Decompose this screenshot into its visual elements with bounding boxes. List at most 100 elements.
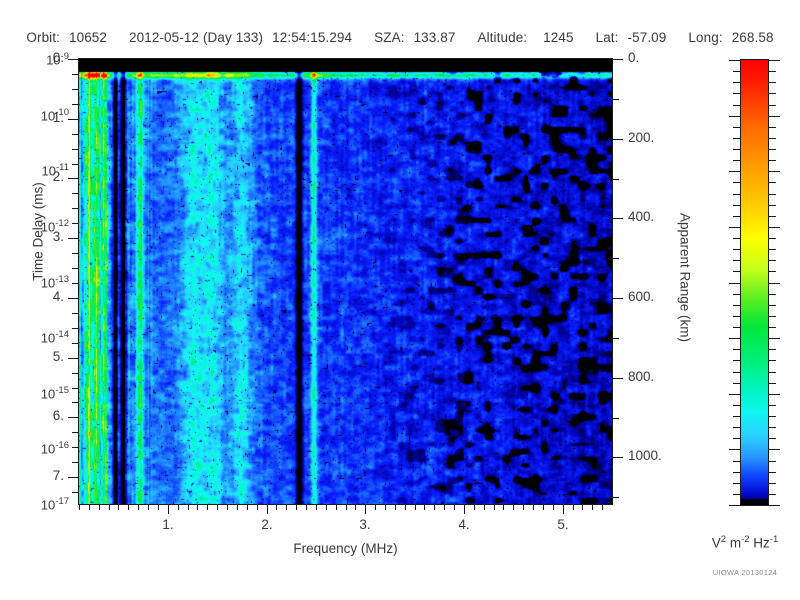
colorbar-minor-tick-left (733, 238, 740, 239)
x-axis-minor-tick (247, 505, 248, 510)
colorbar-unit-label: V2 m-2 Hz-1 (690, 534, 800, 551)
colorbar-tick-label: 10-17 (41, 496, 69, 512)
colorbar-major-tick-left (729, 283, 740, 284)
colorbar-minor-tick-right (769, 260, 776, 261)
unit-volt: V (711, 535, 721, 551)
y-axis-minor-tick-left (72, 89, 78, 90)
colorbar-label-mantissa: 10 (40, 330, 56, 346)
colorbar-minor-tick-left (733, 216, 740, 217)
colorbar-major-tick-right (769, 171, 780, 172)
sza-label: SZA: (374, 30, 405, 45)
colorbar-minor-tick-right (769, 360, 776, 361)
colorbar-major-tick-left (729, 338, 740, 339)
y-axis-minor-tick-left (72, 268, 78, 269)
y-axis-minor-tick-left (72, 447, 78, 448)
colorbar-label-mantissa: 10 (40, 386, 56, 402)
colorbar (740, 59, 769, 506)
x-axis-minor-tick (306, 505, 307, 510)
y-axis-minor-tick-left (72, 432, 78, 433)
spectrogram-canvas (79, 59, 612, 504)
y-axis-minor-tick-left (72, 74, 78, 75)
y-axis-major-tick-left (68, 358, 78, 359)
colorbar-major-tick-left (729, 171, 740, 172)
colorbar-minor-tick-right (769, 194, 776, 195)
colorbar-tick-label: 10-15 (41, 385, 69, 401)
y-axis-minor-tick-left (72, 492, 78, 493)
y-axis-minor-tick-left (72, 462, 78, 463)
colorbar-minor-tick-left (733, 383, 740, 384)
colorbar-label-mantissa: 10 (40, 441, 56, 457)
colorbar-tick-label: 10-12 (41, 218, 69, 234)
colorbar-minor-tick-left (733, 427, 740, 428)
colorbar-minor-tick-left (733, 294, 740, 295)
y-axis-minor-tick-left (72, 402, 78, 403)
x-axis-minor-tick (444, 505, 445, 510)
y-axis-tick-label-right: 0. (628, 50, 640, 65)
y-axis-minor-tick-right (613, 179, 619, 180)
x-axis-minor-tick (227, 505, 228, 510)
x-axis-minor-tick (543, 505, 544, 510)
colorbar-major-tick-right (769, 505, 780, 506)
x-axis-minor-tick (503, 505, 504, 510)
x-axis-minor-tick (573, 505, 574, 510)
colorbar-tick-label: 10-9 (46, 51, 69, 67)
y-axis-tick-label-left: 2. (52, 169, 64, 184)
longitude-value: 268.58 (731, 30, 774, 45)
colorbar-label-exponent: -15 (55, 385, 69, 396)
y-axis-tick-label-right: 600. (628, 289, 655, 304)
y-axis-tick-label-right: 400. (628, 209, 655, 224)
y-axis-tick-label-left: 4. (52, 289, 64, 304)
y-axis-tick-label-right: 800. (628, 369, 655, 384)
colorbar-minor-tick-left (733, 249, 740, 250)
colorbar-major-tick-right (769, 227, 780, 228)
colorbar-tick-label: 10-11 (42, 162, 70, 178)
x-axis-minor-tick (385, 505, 386, 510)
x-axis-minor-tick (178, 505, 179, 510)
x-axis-minor-tick (355, 505, 356, 510)
observation-date: 2012-05-12 (Day 133) (129, 30, 264, 45)
colorbar-minor-tick-left (733, 483, 740, 484)
colorbar-major-tick-left (729, 116, 740, 117)
colorbar-major-tick-right (769, 283, 780, 284)
y-axis-minor-tick-right (613, 497, 619, 498)
latitude-label: Lat: (595, 30, 619, 45)
unit-meter: m (726, 535, 742, 551)
x-axis-tick-label: 4. (458, 517, 470, 532)
x-axis-minor-tick (395, 505, 396, 510)
colorbar-minor-tick-right (769, 372, 776, 373)
y-axis-minor-tick-left (72, 149, 78, 150)
y-axis-major-tick-left (68, 238, 78, 239)
y-axis-tick-label-right: 200. (628, 130, 655, 145)
colorbar-minor-tick-right (769, 461, 776, 462)
colorbar-minor-tick-left (733, 82, 740, 83)
y-axis-minor-tick-left (72, 193, 78, 194)
x-axis-minor-tick (138, 505, 139, 510)
x-axis-minor-tick (346, 505, 347, 510)
colorbar-tick-label: 10-13 (41, 274, 69, 290)
y-axis-minor-tick-left (72, 328, 78, 329)
colorbar-major-tick-left (729, 227, 740, 228)
colorbar-minor-tick-left (733, 360, 740, 361)
colorbar-label-exponent: -11 (55, 162, 69, 173)
x-axis-minor-tick (484, 505, 485, 510)
colorbar-minor-tick-right (769, 82, 776, 83)
unit-volt-exponent: 2 (720, 534, 727, 545)
y-axis-major-tick-left (68, 477, 78, 478)
y-axis-major-tick-right (613, 298, 623, 299)
x-axis-minor-tick (89, 505, 90, 510)
colorbar-minor-tick-left (733, 105, 740, 106)
x-axis-title: Frequency (MHz) (293, 541, 398, 556)
x-axis-minor-tick (99, 505, 100, 510)
colorbar-minor-tick-right (769, 149, 776, 150)
colorbar-minor-tick-left (733, 138, 740, 139)
y-axis-minor-tick-left (72, 253, 78, 254)
x-axis-major-tick (464, 505, 465, 514)
colorbar-minor-tick-left (733, 149, 740, 150)
y-axis-minor-tick-left (72, 104, 78, 105)
altitude-label: Altitude: (477, 30, 528, 45)
colorbar-major-tick-left (729, 449, 740, 450)
y-axis-minor-tick-left (72, 388, 78, 389)
colorbar-major-tick-left (729, 394, 740, 395)
colorbar-minor-tick-right (769, 127, 776, 128)
colorbar-minor-tick-right (769, 316, 776, 317)
